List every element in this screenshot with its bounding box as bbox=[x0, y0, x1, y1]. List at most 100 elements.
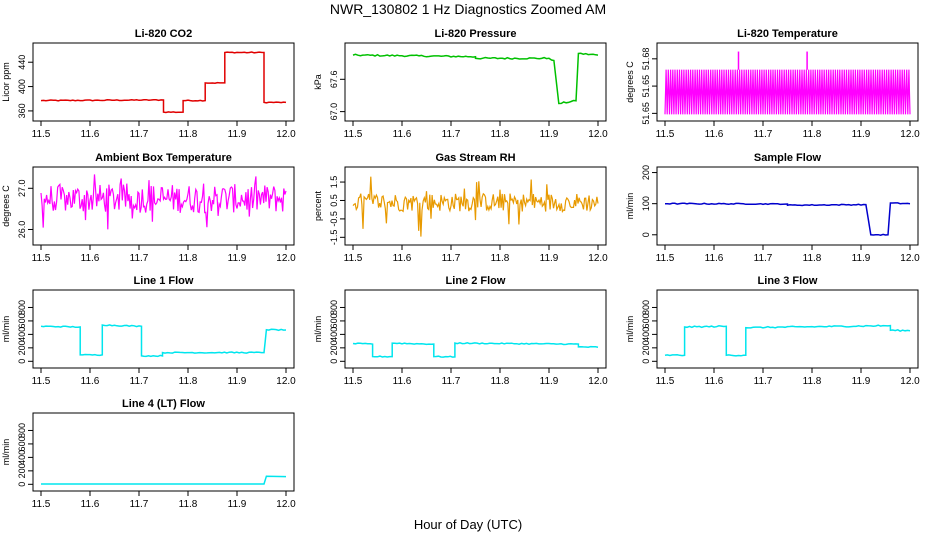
x-tick-label: 11.9 bbox=[852, 129, 871, 140]
plot-frame bbox=[32, 412, 295, 492]
x-tick-label: 11.9 bbox=[540, 253, 559, 264]
y-tick-label: 800 bbox=[329, 300, 339, 315]
x-tick-label: 11.7 bbox=[130, 376, 149, 387]
y-tick-label: 51.65 bbox=[641, 75, 651, 98]
y-tick-label: 27.0 bbox=[17, 180, 27, 198]
x-tick-label: 11.5 bbox=[656, 129, 675, 140]
y-tick-label: 400 bbox=[17, 450, 27, 465]
x-tick-label: 11.7 bbox=[130, 253, 149, 264]
x-tick-label: 11.7 bbox=[754, 376, 773, 387]
panel-5: Sample Flow ml/min 11.5 11.6 11.7 11.8 11.9 12.… bbox=[625, 152, 920, 264]
y-tick-label: 0 bbox=[17, 359, 27, 364]
x-tick-label: 11.8 bbox=[491, 253, 510, 264]
x-tick-label: 11.9 bbox=[228, 253, 247, 264]
series-line bbox=[664, 324, 911, 357]
panel-6: Line 1 Flow ml/min 11.5 11.6 11.7 11.8 11.9 12.… bbox=[1, 275, 296, 387]
y-tick-label: 200 bbox=[17, 340, 27, 355]
series-line bbox=[664, 69, 911, 115]
y-tick-label: 200 bbox=[641, 165, 651, 180]
x-tick-label: 12.0 bbox=[588, 253, 608, 264]
x-tick-label: 11.7 bbox=[130, 129, 149, 140]
x-tick-label: 11.8 bbox=[491, 129, 510, 140]
y-tick-label: 0.5 bbox=[329, 194, 339, 207]
x-tick-label: 11.6 bbox=[393, 376, 412, 387]
x-tick-label: 11.5 bbox=[32, 129, 51, 140]
panel-4: Gas Stream RH percent 11.5 11.6 11.7 11.8 11.9… bbox=[313, 152, 608, 264]
panel-7: Line 2 Flow ml/min 11.5 11.6 11.7 11.8 11.9 12.… bbox=[313, 275, 608, 387]
x-tick-label: 11.8 bbox=[179, 129, 198, 140]
y-tick-label: -1.5 bbox=[329, 230, 339, 246]
x-tick-label: 11.9 bbox=[540, 376, 559, 387]
plot-frame bbox=[32, 289, 295, 369]
y-axis-label: ml/min bbox=[625, 193, 635, 220]
y-axis-label: degrees C bbox=[625, 61, 635, 103]
y-tick-label: 1.5 bbox=[329, 176, 339, 189]
x-tick-label: 12.0 bbox=[588, 376, 608, 387]
y-tick-label: 600 bbox=[17, 436, 27, 451]
x-tick-label: 11.8 bbox=[179, 499, 198, 510]
panel-2: Li-820 Temperature degrees C 11.5 11.6 11.7 1… bbox=[625, 28, 920, 140]
y-axis-label: kPa bbox=[313, 74, 323, 90]
x-tick-label: 12.0 bbox=[900, 129, 920, 140]
y-tick-label: 400 bbox=[17, 79, 27, 94]
panel-title: Gas Stream RH bbox=[435, 152, 515, 164]
x-tick-label: 12.0 bbox=[900, 376, 920, 387]
y-tick-label: 200 bbox=[641, 340, 651, 355]
y-tick-label: 440 bbox=[17, 55, 27, 70]
y-axis-label: ml/min bbox=[625, 316, 635, 343]
x-tick-label: 11.6 bbox=[705, 376, 724, 387]
plot-frame bbox=[32, 42, 295, 122]
panel-title: Li-820 Temperature bbox=[737, 28, 838, 40]
series-line bbox=[352, 52, 599, 105]
panel-title: Line 3 Flow bbox=[758, 275, 818, 287]
x-tick-label: 11.7 bbox=[754, 253, 773, 264]
panel-1: Li-820 Pressure kPa 11.5 11.6 11.7 11.8 11.9 12… bbox=[313, 28, 608, 140]
series-line bbox=[40, 324, 287, 358]
x-tick-label: 12.0 bbox=[276, 376, 296, 387]
x-tick-label: 11.5 bbox=[32, 376, 51, 387]
x-tick-label: 11.5 bbox=[656, 376, 675, 387]
plot-frame bbox=[344, 42, 607, 122]
panel-title: Line 1 Flow bbox=[134, 275, 194, 287]
x-tick-label: 12.0 bbox=[900, 253, 920, 264]
y-tick-label: 51.68 bbox=[641, 48, 651, 71]
y-tick-label: 100 bbox=[641, 196, 651, 211]
panel-8: Line 3 Flow ml/min 11.5 11.6 11.7 11.8 11.9 12.… bbox=[625, 275, 920, 387]
y-tick-label: 0 bbox=[329, 359, 339, 364]
series-line bbox=[41, 475, 287, 485]
x-tick-label: 11.9 bbox=[228, 376, 247, 387]
y-tick-label: -0.5 bbox=[329, 211, 339, 227]
x-tick-label: 11.6 bbox=[81, 499, 100, 510]
y-tick-label: 26.0 bbox=[17, 221, 27, 239]
x-tick-label: 11.8 bbox=[803, 253, 822, 264]
panel-title: Li-820 Pressure bbox=[435, 28, 517, 40]
x-tick-label: 11.6 bbox=[705, 129, 724, 140]
y-axis-label: ml/min bbox=[1, 439, 11, 466]
y-tick-label: 51.65 bbox=[641, 102, 651, 125]
x-tick-label: 11.7 bbox=[130, 499, 149, 510]
y-tick-label: 400 bbox=[329, 327, 339, 342]
x-tick-label: 11.5 bbox=[32, 499, 51, 510]
y-tick-label: 400 bbox=[641, 327, 651, 342]
x-tick-label: 11.6 bbox=[81, 253, 100, 264]
x-tick-label: 11.9 bbox=[852, 376, 871, 387]
x-tick-label: 11.5 bbox=[344, 253, 363, 264]
y-tick-label: 800 bbox=[17, 423, 27, 438]
y-tick-label: 67.0 bbox=[329, 103, 339, 121]
x-tick-label: 11.7 bbox=[442, 253, 461, 264]
x-tick-label: 11.9 bbox=[852, 253, 871, 264]
plot-frame bbox=[32, 166, 295, 246]
panel-9: Line 4 (LT) Flow ml/min 11.5 11.6 11.7 11.8 11… bbox=[1, 398, 296, 510]
plot-frame bbox=[656, 166, 919, 246]
y-tick-label: 360 bbox=[17, 103, 27, 118]
y-tick-label: 800 bbox=[641, 300, 651, 315]
y-tick-label: 800 bbox=[17, 300, 27, 315]
series-line bbox=[352, 342, 599, 358]
panel-title: Sample Flow bbox=[754, 152, 822, 164]
x-tick-label: 11.7 bbox=[442, 129, 461, 140]
y-axis-label: ml/min bbox=[1, 316, 11, 343]
panel-title: Line 2 Flow bbox=[446, 275, 506, 287]
y-tick-label: 0 bbox=[17, 482, 27, 487]
panel-title: Li-820 CO2 bbox=[135, 28, 192, 40]
